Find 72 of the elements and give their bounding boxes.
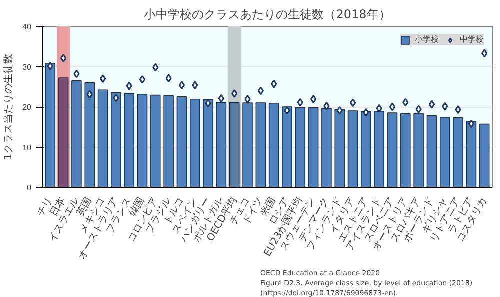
bar — [400, 113, 411, 188]
bar — [295, 107, 306, 188]
point — [166, 74, 172, 83]
point — [47, 62, 54, 71]
bar — [229, 102, 240, 188]
point — [428, 100, 436, 109]
point — [100, 74, 106, 84]
bar — [98, 90, 108, 188]
bar — [374, 111, 384, 188]
point — [232, 89, 238, 98]
bar — [440, 117, 450, 188]
legend-label: 小学校 — [415, 34, 439, 45]
point — [297, 98, 304, 107]
point — [126, 82, 132, 90]
point — [218, 94, 225, 103]
chart-title: 小中学校のクラスあたりの生徒数（2018年） — [144, 8, 391, 22]
bar — [124, 93, 134, 188]
point — [113, 94, 120, 102]
point — [389, 102, 396, 112]
point — [455, 106, 462, 114]
bar — [387, 112, 398, 188]
point — [178, 81, 186, 90]
bar — [190, 98, 200, 188]
bar — [137, 94, 148, 188]
bar — [308, 107, 319, 188]
bar — [479, 124, 490, 188]
point — [336, 106, 343, 115]
y-tick-label: 10 — [22, 143, 32, 152]
legend-label: 中学校 — [460, 34, 484, 45]
bar — [256, 102, 266, 188]
bar — [361, 111, 372, 188]
point — [363, 108, 370, 117]
point — [482, 49, 488, 58]
point — [416, 105, 422, 114]
bar — [203, 99, 214, 188]
point — [205, 99, 212, 108]
point — [244, 95, 251, 104]
bar — [84, 82, 96, 188]
point — [74, 70, 80, 78]
bar — [164, 95, 174, 188]
point — [402, 98, 409, 107]
bar — [334, 109, 346, 188]
point — [86, 90, 93, 99]
point — [192, 81, 198, 90]
bar — [268, 102, 280, 188]
bar — [414, 113, 424, 188]
y-tick-label: 20 — [22, 103, 32, 112]
point — [468, 120, 475, 128]
bar — [322, 108, 332, 188]
y-tick-label: 0 — [27, 184, 32, 192]
point — [258, 86, 264, 96]
point — [350, 98, 356, 108]
point — [60, 54, 67, 63]
bar — [150, 94, 161, 188]
point — [324, 102, 330, 110]
bar — [466, 121, 477, 188]
point — [442, 102, 448, 111]
y-tick-label: 40 — [22, 22, 32, 32]
point — [376, 104, 382, 113]
bar — [453, 117, 464, 188]
point — [284, 106, 290, 115]
bar — [426, 115, 438, 188]
bar — [282, 106, 292, 188]
point — [139, 75, 146, 84]
bar — [111, 92, 122, 188]
point — [152, 63, 159, 72]
point — [270, 80, 278, 88]
y-axis-title: 1クラス当たりの生徒数 — [2, 54, 15, 160]
y-tick-label: 30 — [22, 62, 32, 72]
point — [310, 95, 317, 104]
bar — [176, 96, 188, 188]
bar — [348, 110, 358, 188]
